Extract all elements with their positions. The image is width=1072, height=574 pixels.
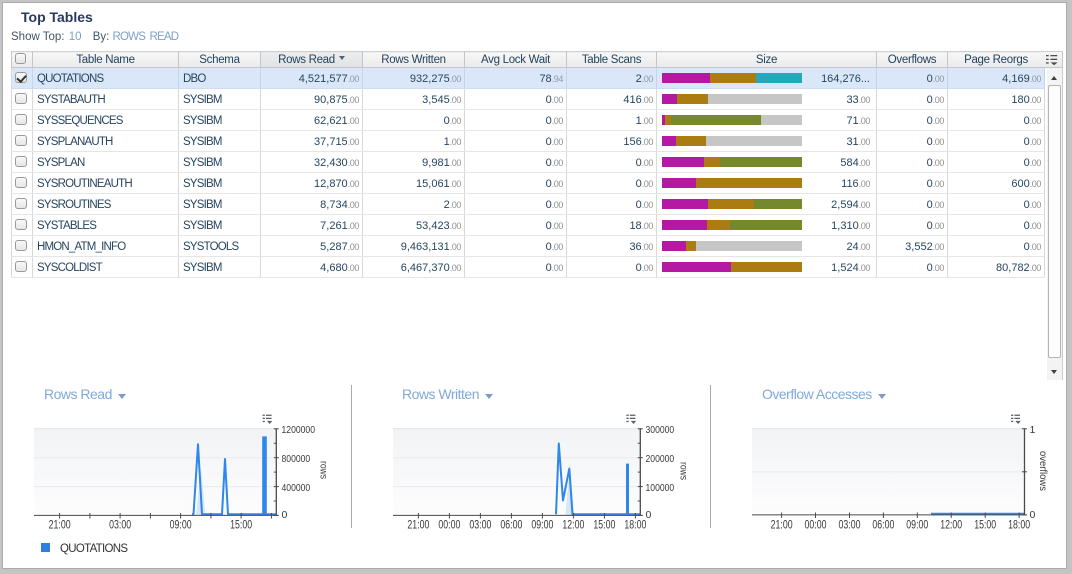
svg-text:rows: rows xyxy=(678,462,689,480)
svg-text:1: 1 xyxy=(1030,424,1036,436)
svg-text:21:00: 21:00 xyxy=(407,519,429,531)
svg-text:18:00: 18:00 xyxy=(624,519,646,531)
svg-text:400000: 400000 xyxy=(282,482,311,494)
svg-text:00:00: 00:00 xyxy=(805,519,827,531)
svg-text:18:00: 18:00 xyxy=(1008,519,1030,531)
svg-text:03:00: 03:00 xyxy=(109,519,131,531)
svg-text:06:00: 06:00 xyxy=(872,519,894,531)
svg-text:00:00: 00:00 xyxy=(438,519,460,531)
svg-text:03:00: 03:00 xyxy=(469,519,491,531)
svg-text:0: 0 xyxy=(282,509,288,521)
svg-text:09:00: 09:00 xyxy=(906,519,928,531)
svg-text:09:00: 09:00 xyxy=(170,519,192,531)
svg-text:21:00: 21:00 xyxy=(49,519,71,531)
svg-text:12:00: 12:00 xyxy=(562,519,584,531)
svg-text:rows: rows xyxy=(318,461,329,479)
svg-text:overflows: overflows xyxy=(1037,451,1048,491)
svg-text:1200000: 1200000 xyxy=(282,424,316,436)
svg-text:100000: 100000 xyxy=(646,482,675,494)
svg-text:200000: 200000 xyxy=(646,453,675,465)
svg-text:03:00: 03:00 xyxy=(839,519,861,531)
svg-text:800000: 800000 xyxy=(282,453,311,465)
svg-text:09:00: 09:00 xyxy=(531,519,553,531)
svg-text:21:00: 21:00 xyxy=(771,519,793,531)
svg-text:12:00: 12:00 xyxy=(940,519,962,531)
svg-text:300000: 300000 xyxy=(646,424,675,436)
svg-text:15:00: 15:00 xyxy=(974,519,996,531)
svg-text:0: 0 xyxy=(646,509,652,521)
svg-text:15:00: 15:00 xyxy=(593,519,615,531)
svg-text:15:00: 15:00 xyxy=(230,519,252,531)
svg-text:0: 0 xyxy=(1030,509,1036,521)
svg-text:06:00: 06:00 xyxy=(500,519,522,531)
